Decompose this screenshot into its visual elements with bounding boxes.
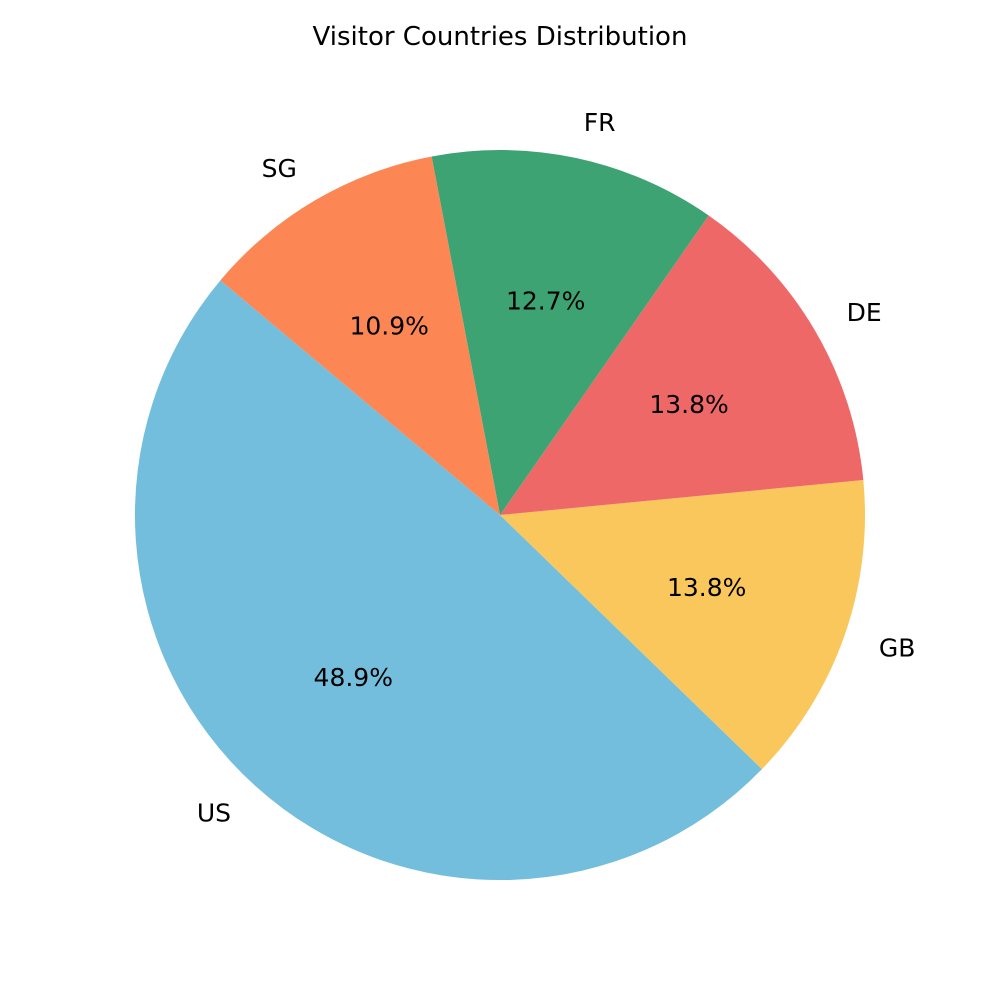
category-label-fr: FR [584, 108, 616, 137]
pie-slice-sg [220, 156, 500, 515]
chart-title: Visitor Countries Distribution [312, 22, 688, 52]
pie-slices [134, 149, 865, 881]
pct-label-fr: 12.7% [506, 286, 585, 315]
pct-label-sg: 10.9% [349, 312, 428, 341]
pct-label-us: 48.9% [314, 663, 393, 692]
pie-slice-gb [500, 480, 865, 770]
pie-slice-de [500, 215, 864, 516]
pct-label-de: 13.8% [649, 390, 728, 419]
pie-slice-fr [431, 149, 709, 515]
category-label-us: US [197, 799, 231, 828]
category-label-de: DE [847, 298, 882, 327]
pie-slice-us [134, 280, 762, 881]
category-label-gb: GB [879, 633, 916, 662]
category-label-sg: SG [262, 154, 297, 183]
pct-label-gb: 13.8% [667, 573, 746, 602]
pie-labels: 48.9% US 13.8% GB 13.8% DE 12.7% FR 10.9% SG [197, 108, 916, 828]
